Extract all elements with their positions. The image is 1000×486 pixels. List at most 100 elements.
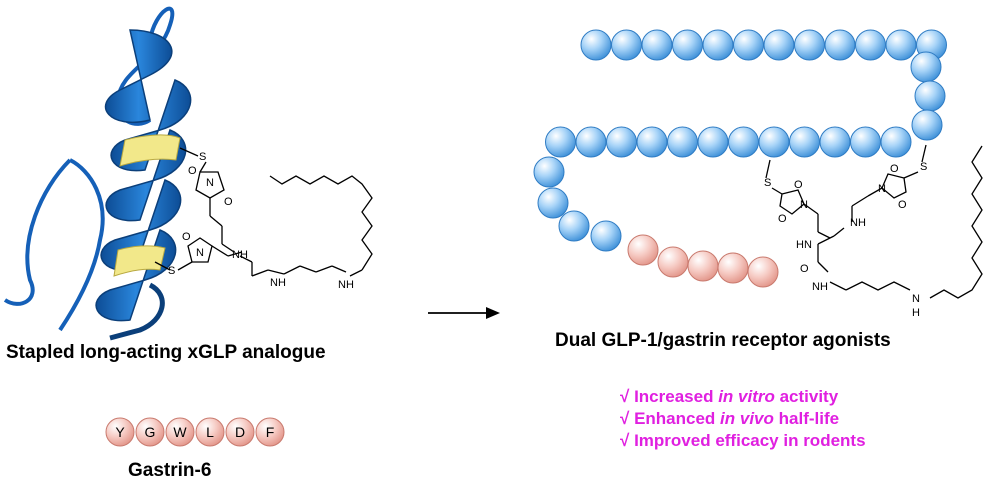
atom-nh-right-b: NH [850,217,866,229]
bead-blue [763,29,795,61]
atom-o-right-b1: O [890,163,899,175]
atom-o-lower: O [182,231,191,243]
right-staple-structure [765,144,983,299]
left-caption: Stapled long-acting xGLP analogue [6,342,326,363]
benefit-text: Increased [634,387,719,406]
check-mark: √ [620,431,630,450]
gastrin-bead [195,417,225,447]
bead-chain [533,29,947,288]
atom-s-lower: S [168,265,175,277]
bead-blue [545,126,576,158]
bead-blue [667,126,698,158]
check-mark: √ [620,387,630,406]
gastrin-bead [105,417,135,447]
atom-o-right-a1: O [794,179,803,191]
bead-blue [885,29,917,61]
atom-nh-upper: NH [232,249,248,261]
gastrin-residue-label: F [266,424,275,440]
staple-residue-lower [113,245,166,277]
bead-blue [702,29,734,61]
bead-blue [824,29,856,61]
bead-pink [717,252,749,284]
atom-n-upper: N [206,177,214,189]
atom-o-right-b2: O [898,199,907,211]
bead-blue [789,126,820,158]
helix-turns [95,29,192,341]
right-staple-atoms: S N O O HN S N O O NH O NH N H [764,161,927,319]
gastrin-residue-label: W [173,424,187,440]
ribbon-loop-left [3,158,105,332]
benefit-text-tail: half-life [773,409,840,428]
atom-s-right-a: S [764,177,771,189]
bead-blue [911,109,943,141]
bead-blue [697,126,729,158]
gastrin-residue-label: G [145,424,156,440]
benefit-emphasis: in vivo [720,409,774,428]
benefit-item: √ Enhanced in vivo half-life [620,408,866,430]
atom-o-right-a2: O [778,213,787,225]
reaction-arrow [428,307,500,319]
atom-h-right-d: H [912,307,920,319]
gastrin-bead [165,417,195,447]
bead-pink [747,256,779,288]
benefits-list: √ Increased in vitro activity √ Enhanced… [620,386,866,452]
gastrin-residue-label: L [206,424,214,440]
bead-blue [533,156,565,188]
bead-blue [611,29,642,61]
helix-ribbon [3,6,192,341]
bead-blue [590,220,622,252]
atom-n-right-a: N [800,199,808,211]
bead-blue [580,29,612,61]
bead-pink [657,246,689,278]
benefit-text-tail: activity [774,387,839,406]
staple-residue-upper [119,134,181,167]
atom-nh-right-c: NH [812,281,828,293]
check-mark: √ [620,409,630,428]
bead-pink [627,234,659,266]
atom-o-upper-a: O [188,165,197,177]
benefit-emphasis: in vitro [718,387,775,406]
gastrin-bead [225,417,255,447]
atom-hn-right: HN [796,239,812,251]
bead-blue [606,126,637,158]
left-staple-structure [154,147,373,277]
bead-blue [558,210,590,242]
bead-blue [733,29,764,61]
bead-blue [758,126,790,158]
bead-pink [687,250,719,282]
bead-blue [575,126,607,158]
bead-blue [855,29,886,61]
bead-blue [819,126,851,158]
atom-s-right-b: S [920,161,927,173]
gastrin-caption: Gastrin-6 [128,460,212,481]
benefit-text: Enhanced [634,409,721,428]
bead-blue [910,51,942,83]
atom-n-lower: N [196,247,204,259]
atom-nh-mid: NH [270,277,286,289]
gastrin-bead [135,417,165,447]
gastrin-bead [255,417,285,447]
atom-n-right-d: N [912,293,920,305]
atom-s-upper: S [199,151,206,163]
bead-blue [636,126,668,158]
benefit-text: Improved efficacy in rodents [634,431,866,450]
benefit-item: √ Increased in vitro activity [620,386,866,408]
bead-blue [850,126,881,158]
left-staple-atoms: S N O O NH S N O NH NH [168,151,354,291]
bead-blue [537,187,569,219]
benefit-item: √ Improved efficacy in rodents [620,430,866,452]
bead-blue [728,126,759,158]
bead-blue [880,126,912,158]
bead-blue [672,29,703,61]
bead-blue [641,29,673,61]
atom-o-right-c: O [800,263,809,275]
right-caption: Dual GLP-1/gastrin receptor agonists [555,330,891,351]
atom-n-right-b: N [878,183,886,195]
bead-blue [794,29,825,61]
atom-nh-right: NH [338,279,354,291]
gastrin-residue-label: D [235,424,245,440]
atom-o-upper-b: O [224,196,233,208]
bead-blue [914,80,946,112]
